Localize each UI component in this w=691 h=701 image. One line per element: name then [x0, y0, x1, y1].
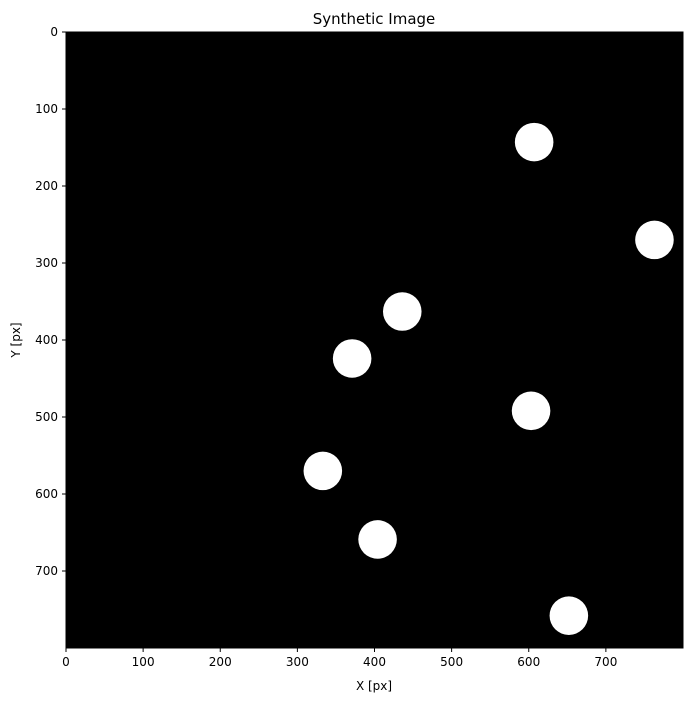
- y-axis-label: Y [px]: [9, 322, 23, 358]
- x-tick-label: 400: [363, 655, 386, 669]
- y-tick-label: 100: [35, 102, 58, 116]
- data-point-6: [303, 451, 343, 491]
- data-point-4: [332, 339, 372, 378]
- x-tick-label: 0: [62, 655, 70, 669]
- x-tick-label: 300: [286, 655, 309, 669]
- points-layer: [303, 122, 674, 635]
- x-tick-label: 200: [209, 655, 232, 669]
- y-tick-label: 300: [35, 256, 58, 270]
- data-point-8: [549, 596, 589, 635]
- x-axis-label: X [px]: [356, 679, 392, 693]
- y-tick-label: 700: [35, 564, 58, 578]
- y-axis: 0 100 200 300 400 500 600 700: [35, 25, 66, 578]
- data-point-5: [511, 391, 551, 431]
- x-axis: 0 100 200 300 400 500 600 700: [62, 648, 617, 669]
- x-tick-label: 600: [517, 655, 540, 669]
- chart-title: Synthetic Image: [313, 10, 436, 28]
- y-tick-label: 500: [35, 410, 58, 424]
- y-tick-label: 600: [35, 487, 58, 501]
- data-point-7: [358, 520, 397, 559]
- y-tick-label: 0: [50, 25, 58, 39]
- data-point-1: [514, 122, 554, 162]
- x-tick-label: 100: [132, 655, 155, 669]
- x-tick-label: 700: [594, 655, 617, 669]
- y-tick-label: 400: [35, 333, 58, 347]
- data-point-2: [635, 220, 674, 260]
- x-tick-label: 500: [440, 655, 463, 669]
- data-point-3: [382, 292, 422, 331]
- y-tick-label: 200: [35, 179, 58, 193]
